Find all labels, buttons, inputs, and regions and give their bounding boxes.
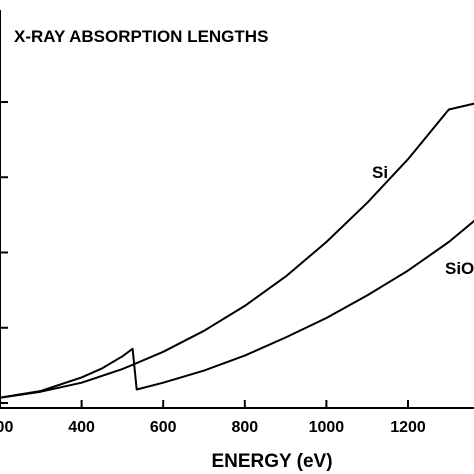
series-label-sio: SiO bbox=[445, 259, 474, 278]
series-line-sio bbox=[0, 219, 474, 399]
series-lines bbox=[0, 102, 474, 399]
x-tick-label: 600 bbox=[150, 419, 177, 436]
y-axis-ticks bbox=[0, 101, 8, 404]
x-tick-label: 1000 bbox=[309, 419, 345, 436]
x-tick-label: 200 bbox=[0, 419, 13, 436]
x-tick-label: 1200 bbox=[390, 419, 426, 436]
x-tick-label: 800 bbox=[231, 419, 258, 436]
series-line-si bbox=[0, 102, 474, 399]
chart-title: X-RAY ABSORPTION LENGTHS bbox=[14, 27, 268, 46]
series-label-si: Si bbox=[372, 163, 388, 182]
x-axis-ticks: 200 400 600 800 1000 1200 bbox=[0, 400, 426, 436]
x-tick-label: 400 bbox=[68, 419, 95, 436]
x-axis-label: ENERGY (eV) bbox=[211, 451, 332, 472]
